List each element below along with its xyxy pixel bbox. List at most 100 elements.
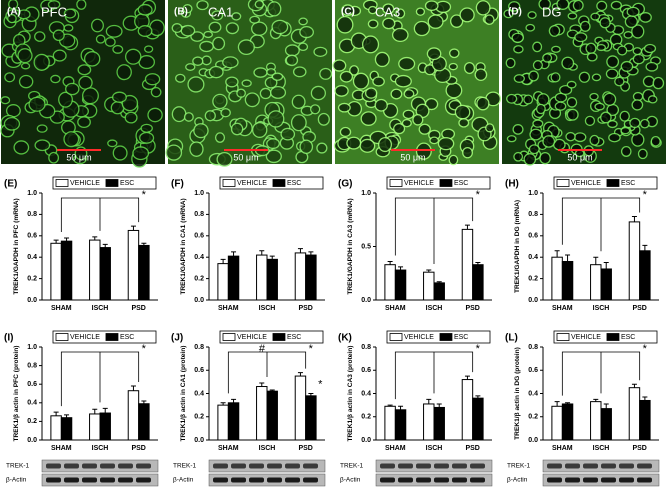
bar — [639, 399, 651, 441]
y-tick-label: 0.6 — [528, 367, 538, 374]
cell — [0, 96, 11, 105]
x-tick-label: SHAM — [51, 445, 72, 452]
cell — [33, 53, 50, 71]
cell — [382, 3, 395, 15]
cell — [567, 12, 578, 20]
error-bar — [64, 237, 70, 242]
blot-band — [470, 477, 485, 483]
bar — [50, 242, 62, 301]
y-tick-label: 0.2 — [528, 275, 538, 282]
panel-label: (J) — [171, 333, 183, 344]
annotation: * — [318, 378, 323, 390]
error-bar — [565, 254, 571, 262]
cell — [448, 62, 458, 71]
bar — [60, 240, 73, 301]
error-bar — [398, 266, 404, 271]
cell — [112, 44, 124, 54]
y-tick-label: 0.0 — [27, 437, 37, 444]
blot-band — [64, 463, 79, 469]
legend-swatch — [55, 179, 69, 187]
blot-band — [547, 463, 562, 469]
cell — [566, 80, 577, 89]
blot-band — [46, 463, 61, 469]
cell — [474, 68, 488, 82]
error-bar — [593, 256, 599, 265]
cell — [614, 76, 625, 87]
panel-label: (I) — [4, 333, 13, 344]
blot-band — [416, 463, 431, 469]
cell — [548, 24, 561, 37]
blot-band — [565, 463, 580, 469]
cell — [17, 48, 33, 64]
cell — [346, 136, 362, 150]
blot-band — [213, 463, 228, 469]
blot-band — [380, 477, 395, 483]
cell — [17, 9, 31, 20]
error-bar — [565, 402, 571, 404]
cell — [204, 110, 216, 122]
cell — [192, 56, 204, 66]
cell — [182, 4, 193, 14]
panel-label: (H) — [505, 179, 519, 190]
y-tick-label: 0.5 — [361, 243, 371, 250]
x-tick-label: PSD — [131, 305, 145, 312]
bar — [217, 404, 229, 441]
cell — [124, 111, 138, 124]
cell — [337, 102, 351, 113]
bar — [394, 409, 407, 441]
cell — [616, 45, 628, 56]
cell — [374, 98, 388, 112]
y-tick-label: 0.8 — [194, 211, 204, 218]
error-bar — [141, 242, 147, 246]
blot-band — [249, 463, 264, 469]
blot-band — [583, 463, 598, 469]
cell — [429, 136, 440, 145]
cell — [65, 82, 80, 96]
cell — [475, 0, 491, 16]
bar — [561, 260, 574, 301]
error-bar — [53, 411, 59, 416]
cell — [225, 76, 239, 88]
bar — [561, 403, 574, 441]
legend-swatch — [389, 333, 403, 341]
cell — [632, 47, 643, 56]
cell — [265, 149, 282, 164]
panel-label: (K) — [338, 333, 352, 344]
cell — [529, 128, 543, 141]
cell — [589, 134, 600, 146]
panel-label: (E) — [4, 179, 17, 190]
x-tick-label: ISCH — [426, 445, 443, 452]
cell — [596, 0, 608, 12]
bar — [305, 254, 317, 301]
blot-label: TREK-1 — [507, 463, 531, 470]
panel-label: (F) — [171, 179, 184, 190]
cell — [7, 0, 19, 10]
cell — [594, 102, 605, 111]
cell — [650, 135, 661, 147]
cell — [116, 64, 132, 81]
bar — [99, 247, 111, 301]
cell — [513, 151, 524, 162]
cell — [586, 52, 598, 62]
cell — [462, 146, 474, 159]
blot-band — [213, 477, 228, 483]
error-bar — [387, 260, 393, 265]
cell — [77, 116, 91, 129]
cell — [47, 0, 61, 10]
x-tick-label: ISCH — [259, 445, 276, 452]
blot-band — [303, 463, 318, 469]
cell — [267, 1, 282, 17]
cell — [299, 26, 314, 39]
cell — [525, 23, 536, 32]
cell — [139, 131, 155, 144]
bar — [423, 271, 435, 301]
y-tick-label: 0.6 — [528, 233, 538, 240]
bar — [472, 397, 484, 441]
cell — [143, 45, 154, 53]
cell — [241, 79, 252, 88]
y-tick-label: 0.2 — [194, 275, 204, 282]
blot-band — [82, 477, 97, 483]
cell — [539, 151, 551, 165]
cell — [624, 15, 638, 29]
y-tick-label: 0.4 — [194, 390, 204, 397]
